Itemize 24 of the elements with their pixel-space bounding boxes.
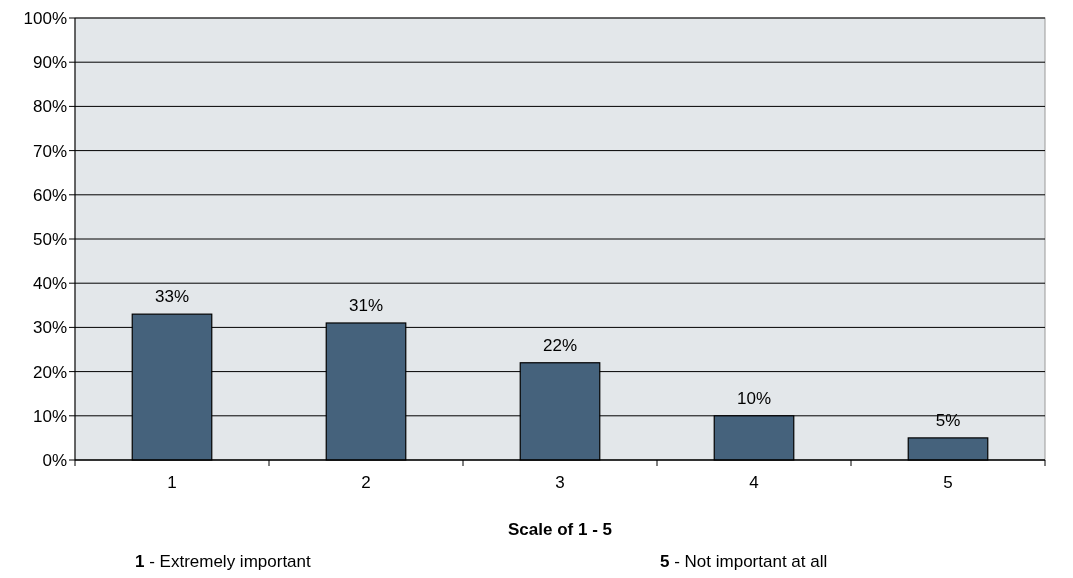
x-tick-label: 1	[167, 473, 177, 492]
y-tick-label: 60%	[32, 185, 67, 205]
text: 1 - Extremely important	[135, 552, 312, 571]
y-tick-label: 20%	[32, 362, 67, 382]
x-tick-label: 3	[555, 473, 565, 492]
y-tick-label: 70%	[32, 141, 67, 161]
y-tick-label: 30%	[32, 318, 67, 338]
data-label: 5%	[935, 410, 961, 430]
x-tick-label: 5	[943, 473, 953, 492]
text: 5 - Not important at all	[660, 552, 828, 571]
y-tick-label: 100%	[23, 8, 67, 28]
data-label: 10%	[736, 388, 772, 408]
y-tick-label: 40%	[32, 274, 67, 294]
data-label: 31%	[348, 295, 384, 315]
y-tick-label: 80%	[32, 97, 67, 117]
data-label: 33%	[154, 287, 190, 307]
y-tick-label: 10%	[32, 406, 67, 426]
x-tick-label: 4	[749, 473, 759, 492]
y-tick-label: 90%	[32, 53, 67, 73]
data-label: 22%	[542, 335, 578, 355]
x-tick-label: 2	[361, 473, 371, 492]
y-tick-label: 50%	[32, 229, 67, 249]
y-tick-label: 0%	[42, 450, 67, 470]
x-axis-title: Scale of 1 - 5	[508, 520, 612, 539]
